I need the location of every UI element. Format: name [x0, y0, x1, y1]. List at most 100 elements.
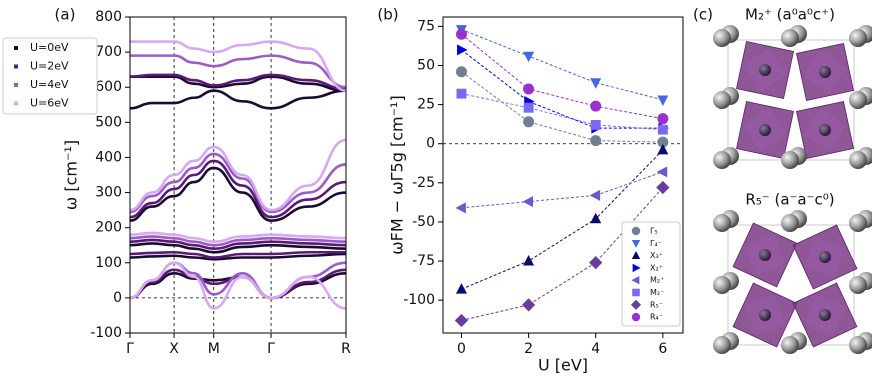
a-site-atom — [781, 336, 799, 354]
b-site-atom — [819, 251, 831, 263]
band-line — [129, 54, 347, 89]
a-site-atom — [713, 91, 731, 109]
y-tick-label: -50 — [412, 214, 435, 230]
legend-marker — [14, 101, 18, 106]
marker — [454, 313, 469, 328]
marker — [590, 100, 602, 112]
band-line — [129, 261, 347, 310]
marker — [523, 83, 535, 95]
x-tick-label: M — [208, 341, 220, 357]
legend-label: U=6eV — [30, 97, 69, 110]
series-line — [461, 33, 663, 120]
legend-label: Γ₄⁻ — [650, 239, 662, 248]
y-axis-label: ω [cm⁻¹] — [62, 140, 81, 210]
legend-box — [2, 37, 98, 115]
legend-label: R₅⁻ — [650, 300, 663, 309]
band-line — [129, 242, 347, 254]
marker — [455, 28, 467, 40]
marker — [631, 250, 641, 259]
band-line — [129, 252, 347, 261]
legend-marker — [14, 64, 18, 69]
x-tick-label: 6 — [658, 341, 667, 357]
x-axis-label: U [eV] — [538, 356, 588, 375]
marker — [657, 95, 669, 106]
bands — [129, 40, 347, 310]
y-tick-label: 800 — [95, 9, 122, 25]
plot-frame — [442, 16, 684, 334]
legend-marker — [14, 83, 18, 87]
a-site-atom — [781, 214, 799, 232]
a-site-atom — [849, 29, 867, 47]
legend-label: X₂⁺ — [650, 263, 663, 272]
series-line — [461, 29, 663, 101]
a-site-atom — [849, 151, 867, 169]
band-line — [129, 89, 347, 110]
y-tick-label: 50 — [417, 57, 435, 73]
marker — [455, 202, 466, 214]
marker — [523, 116, 535, 128]
b-site-atom — [819, 124, 831, 136]
b-site-atom — [759, 309, 771, 321]
y-tick-label: 75 — [417, 18, 435, 34]
marker — [631, 312, 641, 322]
a-site-atom — [849, 336, 867, 354]
b-site-atom — [819, 66, 831, 78]
marker — [657, 143, 669, 155]
band-line — [130, 40, 347, 93]
y-tick-label: 200 — [95, 220, 122, 236]
x-tick-label: R — [341, 341, 351, 357]
a-site-atom — [713, 336, 731, 354]
band-line — [129, 235, 347, 247]
x-tick-label: X — [169, 341, 179, 357]
marker — [523, 254, 535, 266]
marker — [523, 51, 535, 63]
y-tick-label: 300 — [95, 185, 122, 201]
a-site-atom — [781, 29, 799, 47]
y-tick-label: 500 — [95, 114, 122, 130]
band-line — [129, 73, 347, 91]
marker — [631, 276, 640, 285]
band-line — [129, 268, 347, 300]
marker — [657, 113, 669, 125]
structure-title: M₂⁺ (a⁰a⁰c⁺) — [745, 6, 835, 24]
band-line — [129, 159, 347, 219]
marker — [656, 166, 668, 178]
y-tick-label: 700 — [95, 44, 122, 60]
x-tick-label: 2 — [524, 341, 533, 357]
band-line — [129, 166, 347, 222]
a-site-atom — [713, 276, 731, 294]
marker — [455, 66, 467, 78]
b-site-atom — [759, 64, 771, 76]
marker — [589, 189, 601, 201]
y-tick-label: -25 — [412, 175, 435, 191]
marker — [522, 196, 533, 208]
marker — [523, 102, 534, 113]
x-tick-label: 4 — [591, 341, 600, 357]
marker — [630, 299, 642, 310]
panel-label: (c) — [693, 6, 713, 24]
marker — [657, 124, 668, 135]
y-tick-label: 0 — [426, 136, 435, 152]
structure-title: R₅⁻ (a⁻a⁻c⁰) — [745, 191, 834, 209]
marker — [657, 136, 669, 148]
marker — [632, 263, 641, 273]
a-site-atom — [713, 151, 731, 169]
y-tick-label: -100 — [403, 292, 435, 308]
series-line — [461, 49, 663, 129]
y-tick-label: 400 — [95, 149, 122, 165]
a-site-atom — [849, 276, 867, 294]
b-site-atom — [759, 249, 771, 261]
y-tick-label: 0 — [113, 290, 122, 306]
marker — [590, 212, 602, 224]
y-tick-label: -75 — [412, 253, 435, 269]
legend-label: X₃⁺ — [650, 251, 663, 260]
a-site-atom — [849, 214, 867, 232]
panel-label: (b) — [377, 6, 398, 24]
band-line — [129, 238, 347, 251]
a-site-atom — [781, 151, 799, 169]
y-tick-label: -100 — [90, 325, 122, 341]
band-line — [129, 152, 347, 214]
legend-label: M₂⁻ — [650, 288, 664, 297]
marker — [521, 298, 536, 312]
